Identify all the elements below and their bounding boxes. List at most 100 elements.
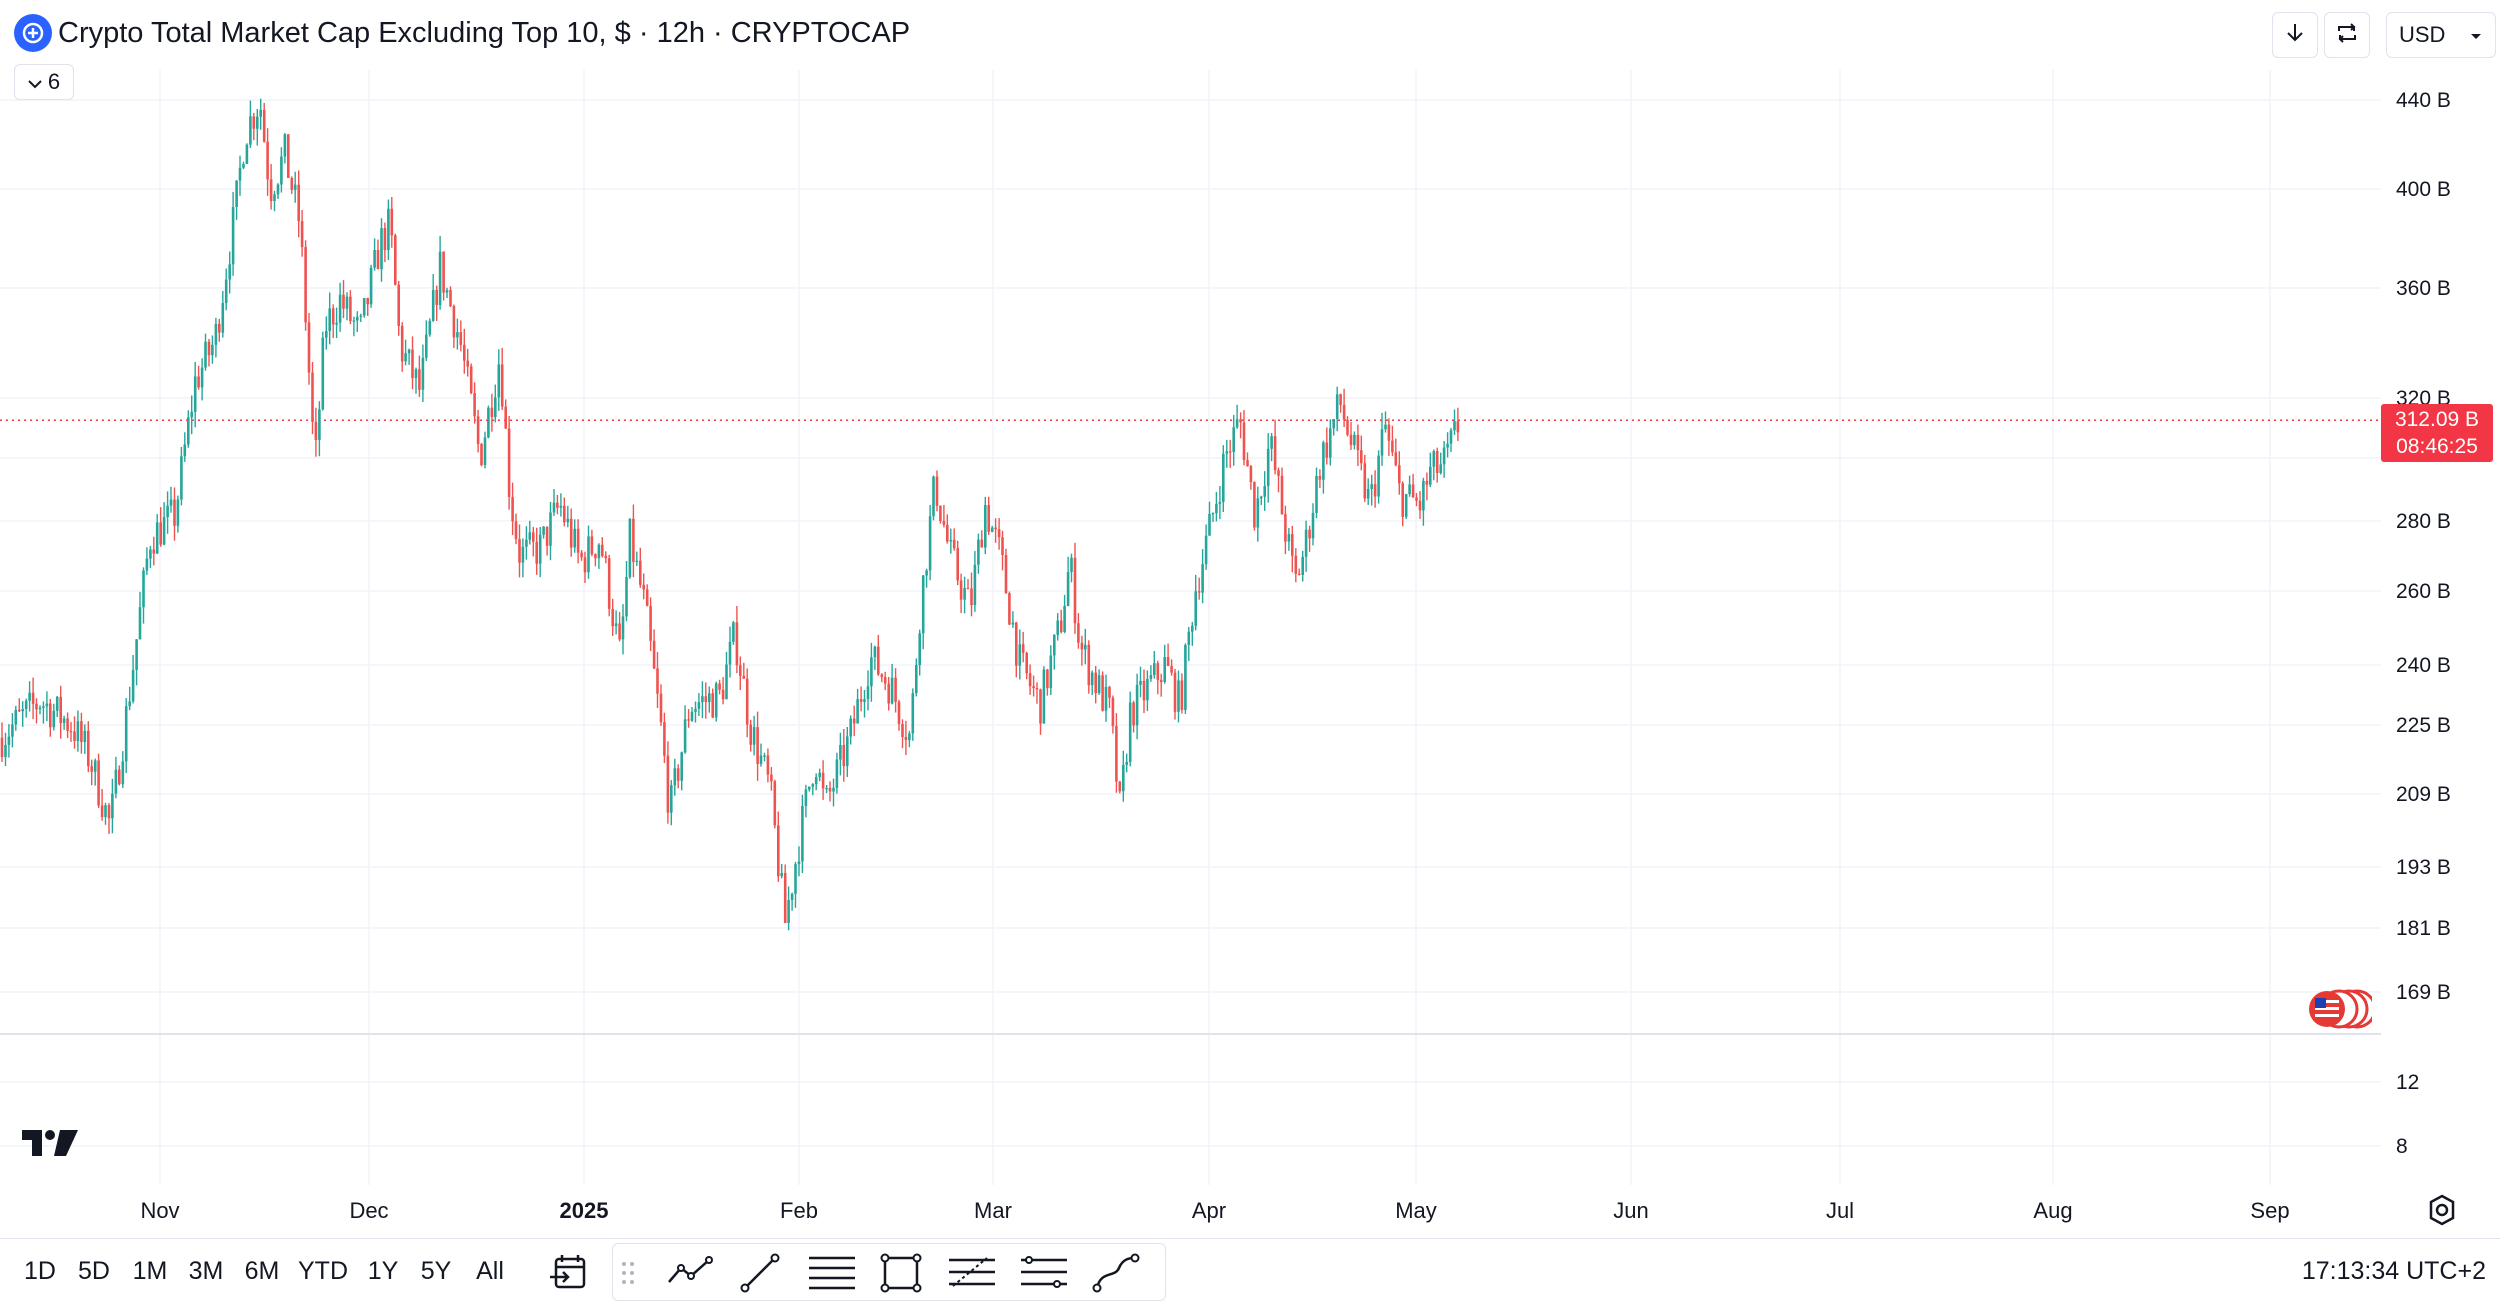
candle-body — [852, 718, 856, 724]
candle-body — [287, 134, 290, 178]
candle-body — [138, 607, 142, 640]
currency-select[interactable]: USD — [2386, 12, 2496, 58]
candle-body — [373, 249, 376, 268]
range-all[interactable]: All — [476, 1257, 504, 1285]
range-ytd[interactable]: YTD — [298, 1257, 348, 1285]
range-5d[interactable]: 5D — [78, 1257, 110, 1285]
candle-body — [24, 700, 28, 710]
candle-body — [618, 623, 621, 640]
candle-body — [821, 772, 825, 789]
download-button[interactable] — [2272, 12, 2318, 58]
price-tick-label: 360 B — [2396, 277, 2451, 300]
candle-body — [407, 349, 411, 354]
candle-body — [766, 755, 770, 775]
candle-body — [742, 675, 746, 679]
candle-body — [1142, 680, 1146, 701]
candle-body — [783, 872, 787, 923]
candle-body — [114, 769, 118, 794]
candle-body — [1015, 622, 1018, 666]
candle-body — [1184, 644, 1187, 710]
candle-body — [559, 505, 563, 508]
candle-body — [1301, 556, 1304, 575]
volume-tick-label: 12 — [2396, 1071, 2419, 1094]
candle-body — [687, 719, 690, 721]
candle-body — [62, 718, 66, 724]
candle-body — [1242, 422, 1246, 461]
fib-icon[interactable] — [945, 1252, 999, 1294]
candle-body — [680, 752, 683, 781]
candle-body — [387, 208, 390, 251]
candle-body — [1008, 593, 1011, 625]
candle-body — [525, 539, 528, 547]
range-5y[interactable]: 5Y — [420, 1257, 452, 1285]
price-tick-label: 169 B — [2396, 981, 2451, 1004]
time-tick-label: Apr — [1192, 1198, 1226, 1223]
range-1m[interactable]: 1M — [132, 1257, 168, 1285]
us-flag-icon[interactable] — [2306, 988, 2377, 1030]
candle-body — [207, 341, 211, 356]
path-icon[interactable] — [1089, 1252, 1143, 1294]
candle-body — [1080, 642, 1084, 650]
candle-body — [928, 516, 932, 571]
volume-axis: 12 8 — [2396, 1071, 2419, 1158]
candle-body — [1025, 652, 1028, 674]
candle-body — [1232, 427, 1235, 452]
candle-body — [1346, 419, 1349, 435]
candle-body — [204, 341, 207, 368]
candle-body — [635, 560, 639, 562]
price-tick-label: 440 B — [2396, 89, 2451, 112]
candle-body — [569, 518, 573, 548]
range-6m[interactable]: 6M — [244, 1257, 280, 1285]
candle-body — [1128, 702, 1132, 762]
candle-body — [504, 406, 507, 429]
candle-body — [1270, 436, 1273, 449]
candle-body — [794, 864, 797, 894]
goto-date-icon[interactable] — [548, 1253, 592, 1293]
candle-body — [946, 524, 949, 542]
time-tick-label: Sep — [2250, 1198, 2289, 1223]
candle-body — [28, 692, 31, 701]
candle-body — [214, 323, 218, 345]
candle-body — [718, 683, 721, 690]
drag-handle-icon[interactable] — [619, 1252, 637, 1294]
candle-body — [269, 179, 273, 202]
tradingview-logo[interactable] — [20, 1124, 80, 1160]
candle-body — [1211, 513, 1215, 515]
price-tick-label: 225 B — [2396, 714, 2451, 737]
chart-title[interactable]: Crypto Total Market Cap Excluding Top 10… — [58, 17, 911, 49]
candle-body — [997, 529, 1001, 538]
clock[interactable]: 17:13:34 UTC+2 — [2301, 1257, 2486, 1285]
candle-body — [814, 777, 818, 785]
candle-body — [977, 539, 980, 565]
candle-body — [625, 577, 628, 617]
candle-body — [1239, 419, 1242, 423]
candle-body — [166, 505, 169, 518]
range-1d[interactable]: 1D — [24, 1257, 56, 1285]
candle-body — [735, 622, 739, 666]
candle-body — [1049, 655, 1053, 689]
candle-body — [607, 558, 611, 609]
rectangle-icon[interactable] — [875, 1252, 929, 1294]
range-1y[interactable]: 1Y — [367, 1257, 399, 1285]
candle-body — [487, 407, 490, 438]
candle-body — [249, 116, 252, 145]
trend-line-icon[interactable] — [665, 1252, 719, 1294]
ray-icon[interactable] — [735, 1252, 789, 1294]
range-3m[interactable]: 3M — [188, 1257, 224, 1285]
candle-body — [1339, 394, 1342, 405]
candle-body — [1035, 688, 1039, 690]
candle-body — [1053, 634, 1056, 656]
candle-body — [1125, 761, 1128, 765]
candle-body — [87, 730, 90, 767]
candle-body — [155, 522, 159, 554]
parallel-channel-icon[interactable] — [1017, 1252, 1071, 1294]
horizontal-lines-icon[interactable] — [805, 1252, 859, 1294]
candle-body — [1108, 686, 1111, 698]
candle-body — [1332, 419, 1335, 429]
candle-body — [1411, 484, 1415, 498]
refresh-button[interactable] — [2324, 12, 2370, 58]
settings-icon[interactable] — [2424, 1192, 2460, 1228]
indicators-toggle[interactable]: 6 — [14, 64, 74, 100]
candle-body — [180, 456, 183, 500]
